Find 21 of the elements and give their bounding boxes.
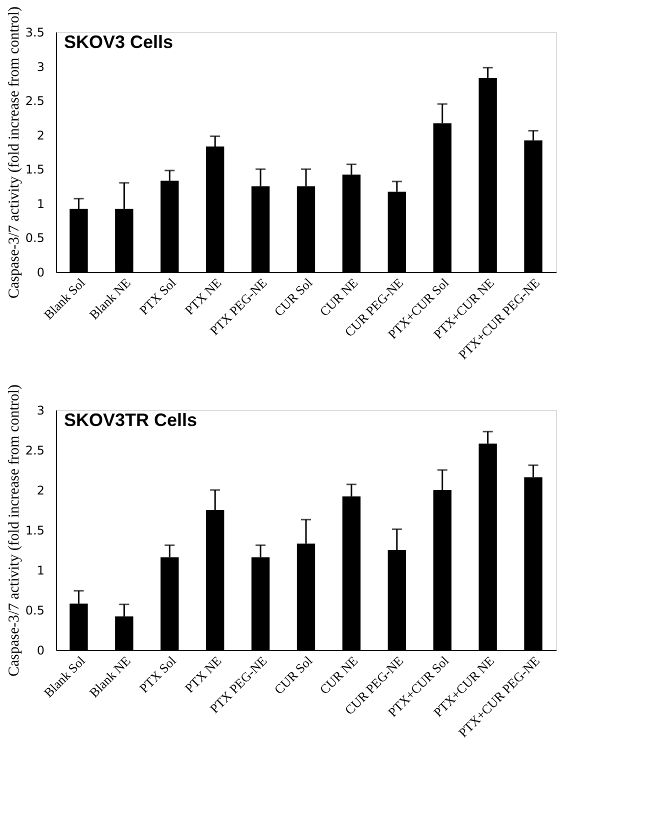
x-tick-label: CUR Sol (271, 652, 316, 698)
y-axis-title: Caspase-3/7 activity (fold increase from control) (6, 384, 22, 676)
y-tick-label: 1.5 (25, 524, 44, 538)
y-tick-label: 1 (36, 196, 44, 211)
y-tick-label: 2.5 (25, 94, 44, 108)
chart-title: SKOV3 Cells (64, 32, 174, 52)
y-tick-label: 0.5 (25, 604, 44, 618)
y-tick-label: 0 (36, 266, 44, 280)
y-tick-label: 3 (36, 404, 44, 418)
chart-title: SKOV3TR Cells (64, 410, 198, 430)
y-axis-title: Caspase-3/7 activity (fold increase from control) (6, 6, 22, 298)
y-tick-label: 1 (36, 564, 44, 578)
y-tick-label: 2.5 (25, 444, 44, 458)
y-tick-label: 2 (36, 484, 44, 498)
y-tick-label: 0.5 (25, 231, 44, 246)
y-tick-label: 0 (36, 644, 44, 658)
y-tick-label: 3 (36, 60, 44, 74)
y-tick-label: 3.5 (25, 26, 44, 40)
y-tick-label: 2 (36, 128, 44, 142)
x-tick-label: CUR Sol (271, 274, 316, 320)
y-tick-label: 1.5 (25, 162, 44, 177)
